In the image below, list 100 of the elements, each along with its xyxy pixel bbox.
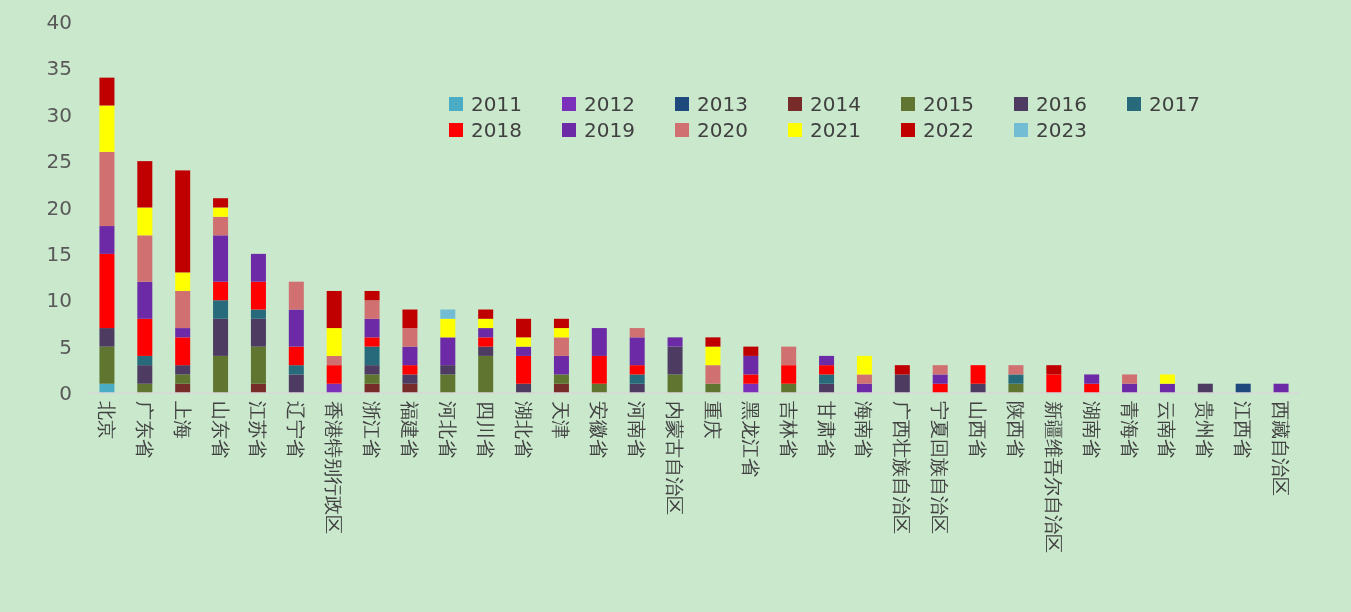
bar xyxy=(99,105,115,152)
x-tick-label: 辽宁省 xyxy=(285,401,308,458)
bar xyxy=(743,346,759,356)
y-tick-label: 0 xyxy=(59,381,72,405)
bar xyxy=(175,337,191,366)
x-tick-label: 广西壮族自治区 xyxy=(891,401,914,534)
bar xyxy=(402,365,418,375)
bar xyxy=(175,374,191,384)
bar xyxy=(553,355,569,375)
bar xyxy=(440,337,456,366)
bar xyxy=(326,290,342,329)
x-tick-label: 海南省 xyxy=(853,401,876,458)
bar xyxy=(137,365,153,384)
bar xyxy=(629,328,645,338)
x-tick-label: 贵州省 xyxy=(1194,401,1217,458)
y-tick-label: 40 xyxy=(46,10,72,34)
bar xyxy=(99,77,115,106)
legend-label: 2017 xyxy=(1149,92,1200,116)
x-tick-label: 山西省 xyxy=(967,401,990,458)
bar xyxy=(213,300,229,319)
x-tick-label: 安徽省 xyxy=(588,401,611,458)
bar xyxy=(1046,374,1062,393)
bar xyxy=(364,346,380,366)
bar xyxy=(326,365,342,384)
bar xyxy=(516,337,532,347)
legend-label: 2013 xyxy=(697,92,748,116)
x-tick-label: 吉林省 xyxy=(777,401,800,458)
bar xyxy=(364,374,380,384)
y-tick-label: 35 xyxy=(46,56,72,81)
x-tick-label: 宁夏回族自治区 xyxy=(929,401,952,534)
x-tick-label: 山东省 xyxy=(209,401,232,458)
bar xyxy=(326,328,342,356)
x-tick-label: 黑龙江省 xyxy=(739,401,762,477)
y-tick-label: 5 xyxy=(59,334,72,359)
bar xyxy=(213,355,229,393)
bar xyxy=(667,337,683,347)
bar xyxy=(1046,365,1062,375)
bar xyxy=(1008,374,1024,384)
bar xyxy=(175,365,191,375)
bar xyxy=(440,309,456,319)
bar xyxy=(137,318,153,356)
bar xyxy=(478,328,494,338)
bar xyxy=(288,374,304,393)
bar xyxy=(402,346,418,366)
x-tick-label: 香港特别行政区 xyxy=(323,401,346,534)
bar xyxy=(137,281,153,319)
bar xyxy=(440,318,456,338)
x-tick-label: 江苏省 xyxy=(247,401,270,458)
y-tick-label: 10 xyxy=(46,288,72,313)
x-tick-label: 重庆 xyxy=(701,401,724,439)
bar xyxy=(288,365,304,375)
x-tick-label: 四川省 xyxy=(474,401,497,458)
x-tick-label: 上海 xyxy=(171,401,194,439)
bar xyxy=(1084,374,1100,384)
bar xyxy=(175,290,191,329)
bar xyxy=(516,318,532,338)
bar xyxy=(553,337,569,356)
bar xyxy=(99,151,115,227)
x-tick-label: 陕西省 xyxy=(1004,401,1027,458)
bar xyxy=(213,235,229,282)
bar xyxy=(250,318,266,347)
y-tick-label: 25 xyxy=(46,149,72,174)
bar xyxy=(705,346,721,366)
bar xyxy=(99,226,115,254)
bar xyxy=(705,365,721,384)
bar xyxy=(478,309,494,319)
bar xyxy=(326,355,342,366)
bar xyxy=(288,346,304,366)
bar xyxy=(364,337,380,347)
legend-label: 2019 xyxy=(584,118,635,142)
bar xyxy=(819,374,835,384)
y-tick-label: 20 xyxy=(46,195,72,220)
bar xyxy=(516,355,532,384)
bar xyxy=(288,281,304,310)
x-tick-label: 湖北省 xyxy=(512,401,535,458)
bar xyxy=(932,374,948,384)
bar xyxy=(440,374,456,393)
bar xyxy=(213,207,229,217)
bar xyxy=(250,346,266,384)
bar xyxy=(137,207,153,236)
bar xyxy=(856,374,872,384)
x-tick-label: 浙江省 xyxy=(361,401,384,458)
bar xyxy=(970,365,986,384)
bar xyxy=(288,309,304,347)
legend-label: 2016 xyxy=(1036,92,1087,116)
bar xyxy=(743,374,759,384)
bar xyxy=(781,365,797,384)
bar xyxy=(213,198,229,208)
bar xyxy=(705,337,721,347)
bar xyxy=(932,365,948,375)
bar xyxy=(667,346,683,375)
bar xyxy=(553,374,569,384)
bar xyxy=(478,346,494,356)
x-tick-label: 新疆维吾尔自治区 xyxy=(1042,401,1065,553)
x-tick-label: 甘肃省 xyxy=(815,401,838,458)
bar xyxy=(629,337,645,366)
bar xyxy=(364,300,380,319)
x-tick-label: 内蒙古自治区 xyxy=(664,401,687,515)
bar xyxy=(591,355,607,384)
legend-label: 2022 xyxy=(923,118,974,142)
